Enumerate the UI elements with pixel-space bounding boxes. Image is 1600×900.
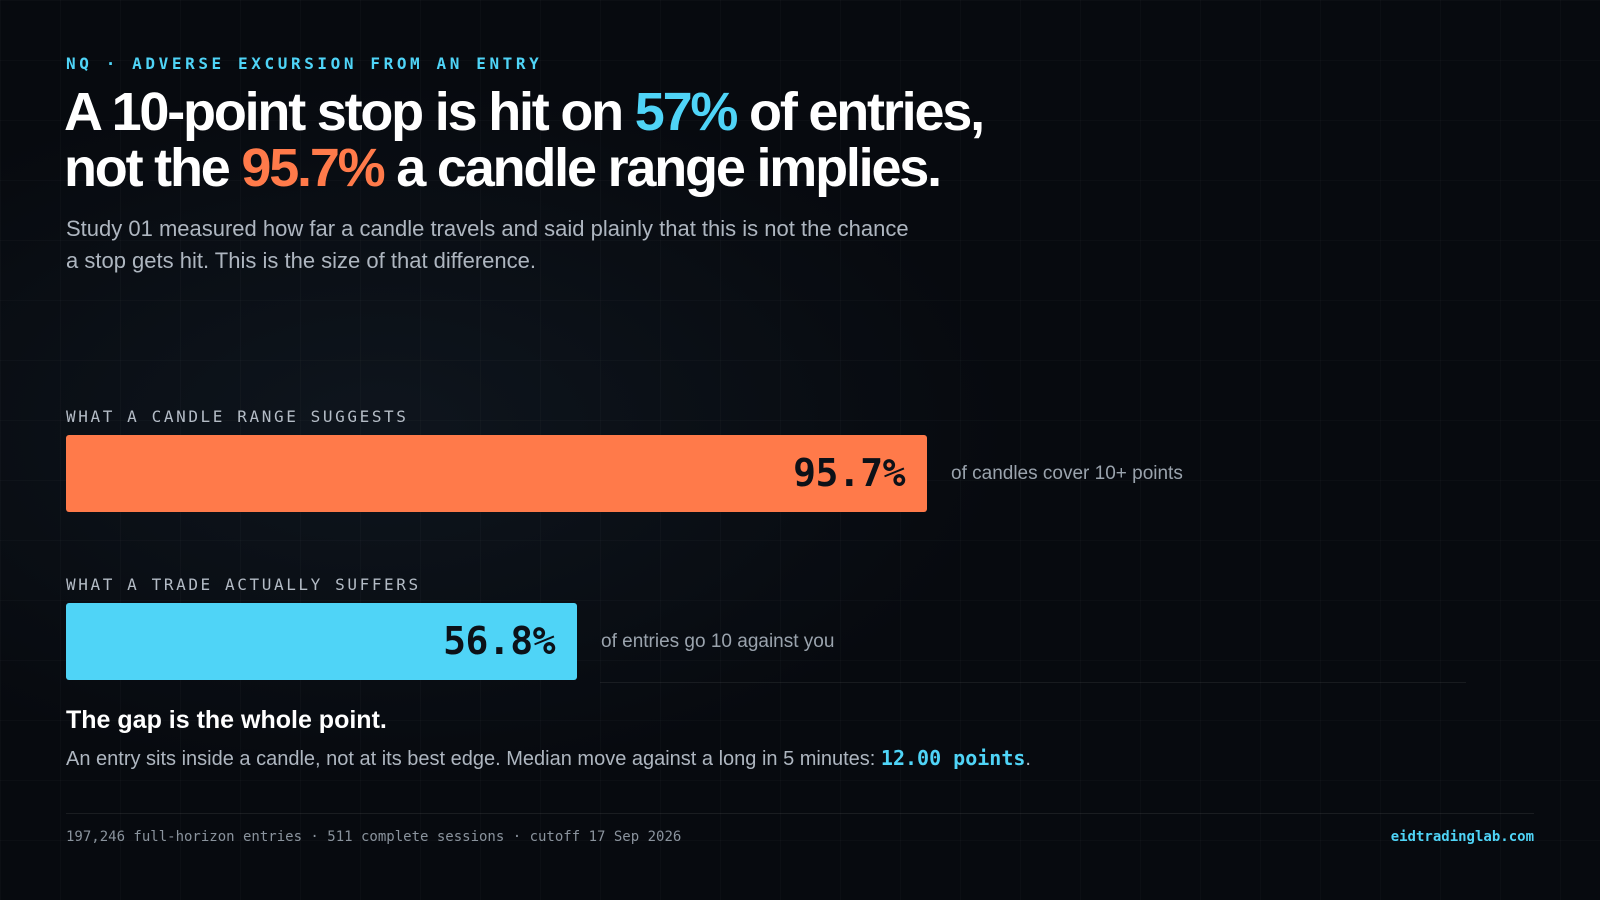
bar-note: of candles cover 10+ points	[951, 463, 1183, 484]
headline-line1-pre: A 10-point stop is hit on	[64, 82, 635, 142]
section-divider	[600, 682, 1466, 683]
footer-meta: 197,246 full-horizon entries · 511 compl…	[66, 829, 682, 845]
bar-value-label: 56.8%	[443, 619, 555, 663]
bar-value-label: 95.7%	[793, 451, 905, 495]
headline-highlight-actual: 57%	[634, 82, 739, 142]
gap-body-end: .	[1025, 748, 1031, 770]
gap-body-text: An entry sits inside a candle, not at it…	[66, 748, 881, 770]
headline-line2-pre: not the	[64, 138, 242, 198]
footer-site-link[interactable]: eidtradinglab.com	[1390, 829, 1534, 845]
footer-divider	[66, 813, 1534, 814]
bar-category-label: WHAT A CANDLE RANGE SUGGESTS	[66, 407, 409, 426]
gap-body: An entry sits inside a candle, not at it…	[66, 746, 1031, 771]
page-subtitle: Study 01 measured how far a candle trave…	[66, 216, 909, 273]
bar-candle-range: 95.7%	[66, 435, 927, 512]
eyebrow-label: NQ · ADVERSE EXCURSION FROM AN ENTRY	[66, 54, 543, 73]
headline-line2-post: a candle range implies.	[383, 138, 942, 198]
page-title: A 10-point stop is hit on 57% of entries…	[64, 82, 985, 198]
headline-highlight-implied: 95.7%	[241, 138, 385, 198]
bar-trade-suffers: 56.8%	[66, 603, 577, 680]
bar-category-label: WHAT A TRADE ACTUALLY SUFFERS	[66, 575, 421, 594]
bar-note: of entries go 10 against you	[601, 631, 835, 652]
headline-line1-post: of entries,	[736, 82, 985, 142]
gap-title: The gap is the whole point.	[66, 706, 387, 734]
median-move-value: 12.00 points	[880, 746, 1026, 770]
